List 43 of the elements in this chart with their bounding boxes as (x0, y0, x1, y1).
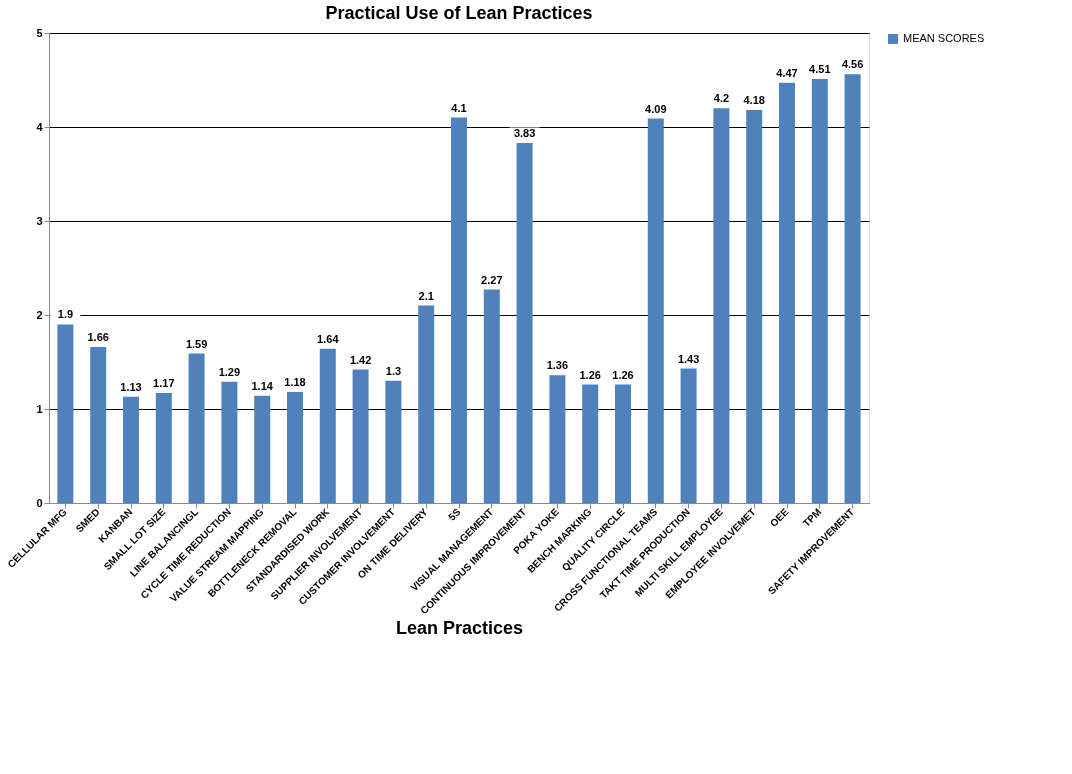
y-tick-label: 4 (36, 120, 44, 133)
bar (516, 142, 533, 503)
data-label: 1.36 (546, 359, 569, 372)
data-label: 1.43 (677, 352, 700, 365)
data-label: 2.27 (481, 273, 503, 286)
data-label: 1.9 (57, 308, 74, 321)
bar (844, 74, 861, 503)
data-label: 1.42 (349, 353, 372, 366)
data-label: 4.56 (841, 58, 864, 71)
data-label: 1.17 (153, 377, 175, 390)
data-label: 4.47 (776, 66, 798, 79)
bar (155, 393, 172, 503)
legend-label: MEAN SCORES (903, 32, 985, 44)
data-label: 1.14 (251, 379, 274, 392)
data-label: 1.26 (579, 368, 601, 381)
y-tick-label: 3 (36, 214, 43, 227)
y-tick-label: 2 (36, 308, 43, 321)
y-tick-label: 1 (36, 402, 43, 415)
data-label: 2.1 (418, 289, 434, 302)
bar (713, 108, 730, 503)
data-label: 4.09 (645, 102, 667, 115)
data-label: 1.18 (284, 376, 306, 389)
data-label: 4.2 (713, 92, 730, 105)
y-tick-label: 5 (36, 26, 43, 39)
data-label: 1.26 (612, 368, 634, 381)
bar (549, 375, 566, 503)
data-label: 1.66 (87, 330, 109, 343)
data-label: 3.83 (513, 126, 536, 139)
chart-title: Practical Use of Lean Practices (325, 3, 593, 23)
bar (746, 110, 763, 503)
bar (287, 392, 303, 503)
data-label: 1.29 (218, 365, 241, 378)
bar (57, 324, 74, 503)
data-label: 4.18 (743, 94, 765, 107)
data-label: 1.13 (120, 380, 142, 393)
data-label: 1.64 (317, 332, 340, 345)
x-axis-title: Lean Practices (395, 618, 524, 639)
bar (811, 79, 828, 503)
data-label: 4.51 (809, 63, 831, 76)
data-label: 1.3 (385, 364, 402, 377)
data-label: 1.59 (185, 337, 208, 350)
data-label: 4.1 (451, 101, 467, 114)
y-tick-label: 0 (36, 496, 43, 509)
